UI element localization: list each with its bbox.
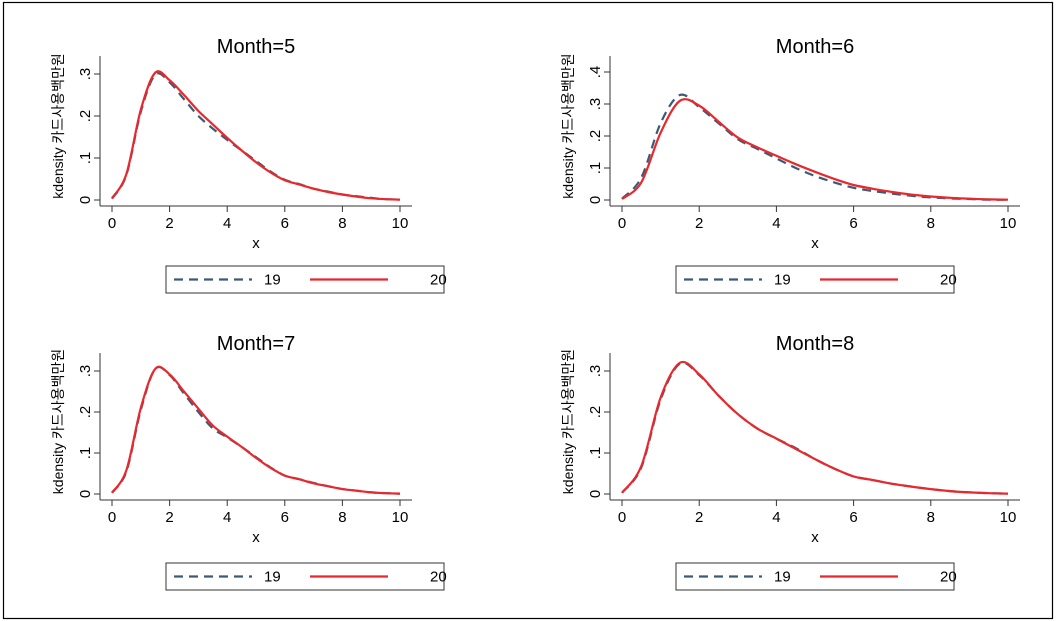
y-tick-label: 0 [77,196,94,204]
x-tick-label: 6 [849,215,857,232]
series-line-19 [111,72,401,201]
x-tick-label: 10 [1000,509,1017,526]
x-tick-label: 0 [618,215,626,232]
x-tick-label: 2 [695,215,703,232]
x-tick-label: 10 [1000,215,1017,232]
y-tick-label: .3 [77,365,94,378]
x-tick-label: 6 [281,215,289,232]
x-tick-label: 8 [338,215,346,232]
x-tick-label: 6 [849,509,857,526]
plot-area [610,56,1020,206]
y-tick-label: .2 [77,406,94,419]
x-tick-label: 0 [618,509,626,526]
x-tick-label: 4 [223,215,231,232]
x-tick-label: 10 [392,509,409,526]
y-tick-label: 0 [587,490,604,498]
panel-title: Month=7 [217,333,295,355]
x-tick-label: 8 [927,215,935,232]
x-tick-label: 8 [927,509,935,526]
y-tick-label: .3 [587,365,604,378]
series-line-20 [111,365,401,495]
y-tick-label: .3 [587,98,604,111]
y-tick-label: .2 [587,130,604,143]
y-axis-label: kdensity 카드사용백만원 [50,349,66,494]
panel-month-5: Month=5 0 2 4 6 8 10 x 0 .1 .2 .3 kdensity 카드사용백만원 19… [50,36,447,294]
legend: 19 20 [675,265,957,294]
y-tick-label: .4 [587,66,604,79]
x-tick-label: 10 [392,215,409,232]
y-tick-label: .2 [77,110,94,123]
x-axis-label: x [252,529,260,546]
legend-label-19: 19 [774,272,791,289]
legend: 19 20 [165,265,447,294]
x-axis-label: x [811,235,819,252]
plot-area [100,353,412,500]
y-tick-label: .1 [587,447,604,460]
series-line-20 [621,98,1009,201]
panel-title: Month=5 [217,36,295,58]
series-line-20 [621,360,1009,495]
panel-month-8: Month=8 0 2 4 6 8 10 x 0 .1 .2 .3 kdensity 카드사용백만원 19… [560,333,1020,591]
legend: 19 20 [165,562,447,591]
x-tick-label: 2 [165,215,173,232]
y-tick-label: .3 [77,68,94,81]
legend: 19 20 [675,562,957,591]
legend-label-19: 19 [774,569,791,586]
plot-area [100,56,412,206]
y-tick-label: .1 [77,152,94,165]
panel-month-6: Month=6 0 2 4 6 8 10 x 0 .1 .2 .3 .4 kdensity 카드사용백만원… [560,36,1020,294]
y-axis-label: kdensity 카드사용백만원 [50,53,66,198]
x-tick-label: 0 [108,215,116,232]
x-tick-label: 4 [772,509,780,526]
legend-label-19: 19 [264,569,281,586]
y-axis-label: kdensity 카드사용백만원 [560,349,576,494]
x-tick-label: 2 [695,509,703,526]
y-tick-label: .1 [587,162,604,175]
x-tick-label: 0 [108,509,116,526]
legend-label-20: 20 [430,569,447,586]
panel-month-7: Month=7 0 2 4 6 8 10 x 0 .1 .2 .3 kdensity 카드사용백만원 19… [50,333,447,591]
x-tick-label: 8 [338,509,346,526]
x-tick-label: 4 [772,215,780,232]
panel-title: Month=6 [776,36,854,58]
y-tick-label: .2 [587,406,604,419]
y-tick-label: 0 [587,196,604,204]
y-axis-label: kdensity 카드사용백만원 [560,53,576,198]
y-tick-label: 0 [77,490,94,498]
plot-area [610,353,1020,500]
series-line-20 [111,70,401,201]
legend-label-20: 20 [430,272,447,289]
panel-title: Month=8 [776,333,854,355]
legend-label-20: 20 [940,272,957,289]
legend-label-19: 19 [264,272,281,289]
x-axis-label: x [252,235,260,252]
x-axis-label: x [811,529,819,546]
y-tick-label: .1 [77,447,94,460]
x-tick-label: 4 [223,509,231,526]
x-tick-label: 2 [165,509,173,526]
x-tick-label: 6 [281,509,289,526]
panels-container: Month=5 0 2 4 6 8 10 x 0 .1 .2 .3 kdensity 카드사용백만원 19… [50,36,1020,591]
legend-label-20: 20 [940,569,957,586]
